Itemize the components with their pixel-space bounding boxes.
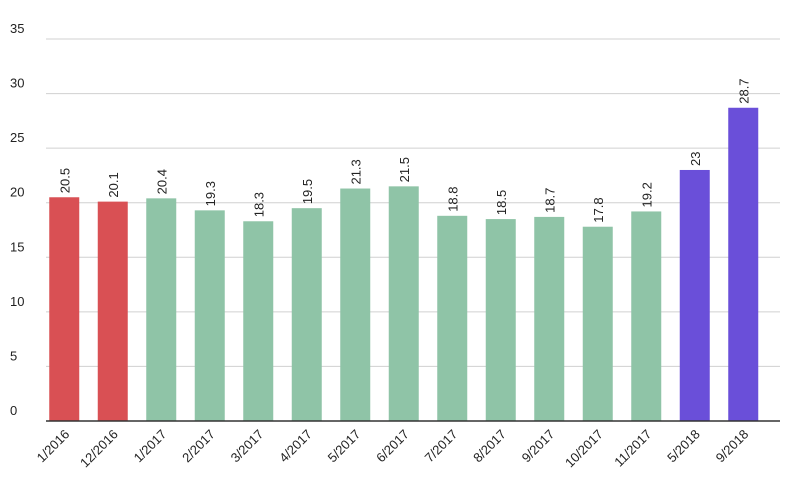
x-tick-label: 8/2017 <box>470 427 509 466</box>
x-tick-label: 1/2017 <box>131 427 170 466</box>
data-label: 20.1 <box>106 172 121 197</box>
x-tick-label: 9/2018 <box>713 427 752 466</box>
x-tick-label: 1/2016 <box>34 427 73 466</box>
bar <box>728 107 759 421</box>
x-tick-label: 9/2017 <box>519 427 558 466</box>
data-label: 18.5 <box>494 190 509 215</box>
y-tick-label: 15 <box>10 239 24 254</box>
x-tick-label: 6/2017 <box>373 427 412 466</box>
bar <box>97 201 128 421</box>
x-tick-label: 7/2017 <box>422 427 461 466</box>
x-tick-label: 12/2016 <box>77 427 121 471</box>
data-label: 17.8 <box>591 197 606 222</box>
y-tick-label: 25 <box>10 130 24 145</box>
bar <box>146 198 177 421</box>
x-tick-label: 5/2017 <box>325 427 364 466</box>
data-label: 28.7 <box>736 78 751 103</box>
y-tick-label: 5 <box>10 348 17 363</box>
y-tick-label: 35 <box>10 21 24 36</box>
x-tick-label: 3/2017 <box>228 427 267 466</box>
y-tick-label: 20 <box>10 185 24 200</box>
x-tick-label: 2/2017 <box>179 427 218 466</box>
data-label: 19.3 <box>203 181 218 206</box>
data-label: 21.3 <box>348 159 363 184</box>
data-label: 21.5 <box>397 157 412 182</box>
bar <box>388 186 419 421</box>
bar <box>243 221 274 421</box>
bar <box>291 208 322 421</box>
data-label: 23 <box>688 152 703 166</box>
bar <box>340 188 371 421</box>
x-tick-label: 10/2017 <box>562 427 606 471</box>
bar <box>582 226 613 421</box>
data-label: 18.8 <box>445 186 460 211</box>
x-tick-label: 5/2018 <box>664 427 703 466</box>
y-tick-label: 10 <box>10 294 24 309</box>
y-tick-label: 0 <box>10 403 17 418</box>
x-tick-label: 11/2017 <box>611 427 654 470</box>
data-label: 19.5 <box>300 179 315 204</box>
data-label: 20.4 <box>154 169 169 194</box>
data-label: 18.3 <box>251 192 266 217</box>
bar <box>631 211 662 421</box>
bar <box>437 215 468 421</box>
data-label: 19.2 <box>639 182 654 207</box>
bar <box>679 169 710 421</box>
data-label: 18.7 <box>542 188 557 213</box>
bar <box>49 197 80 421</box>
x-tick-label: 4/2017 <box>276 427 315 466</box>
y-tick-label: 30 <box>10 76 24 91</box>
data-label: 20.5 <box>57 168 72 193</box>
bar <box>485 219 516 421</box>
bar <box>194 210 225 421</box>
bar <box>534 216 565 421</box>
